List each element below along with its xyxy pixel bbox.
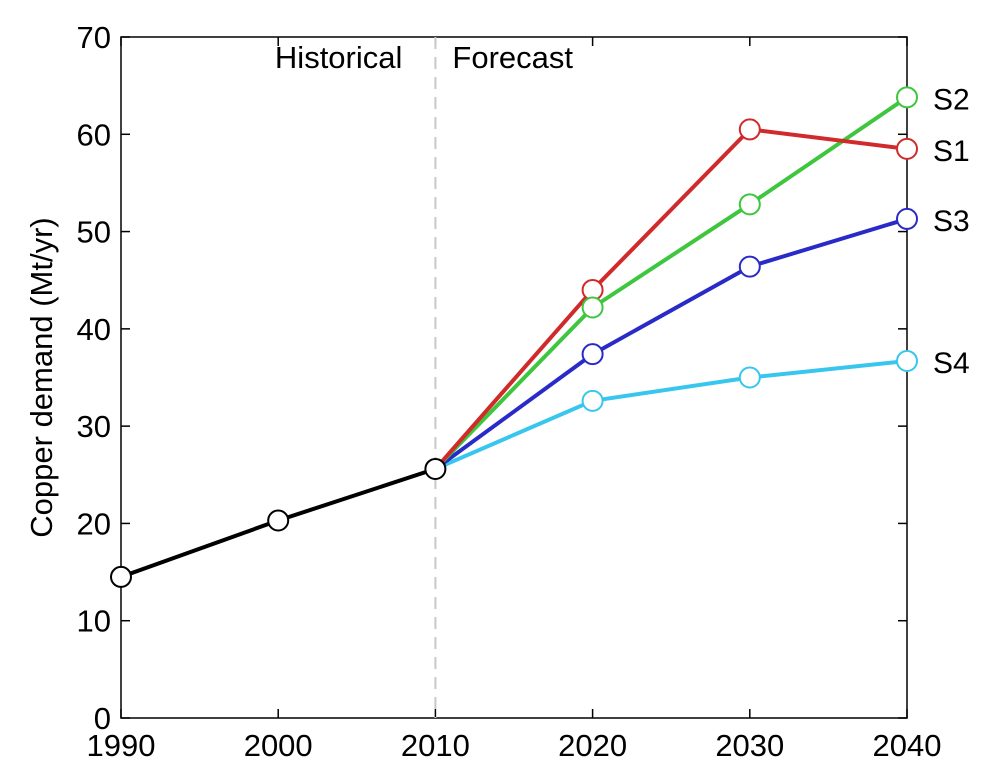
series-label-s2: S2 [933,83,970,116]
series-point-s1-2040 [896,137,918,160]
historical-point-2000 [267,509,290,532]
historical-point-1990 [110,565,132,588]
y-tick-label: 70 [77,20,111,55]
series-line-s1 [433,127,908,471]
y-tick-label: 20 [77,506,111,541]
series-point-s2-2040 [896,86,918,109]
series-label-s1: S1 [933,135,970,168]
series-point-s3-2020 [581,343,604,366]
x-tick-label: 2030 [715,728,784,763]
markers-layer [110,86,918,588]
x-tick-label: 2040 [873,728,942,763]
series-point-s1-2030 [738,118,761,141]
x-tick-label: 2020 [558,728,627,763]
series-point-s4-2030 [738,366,761,389]
historical-point-2010 [424,457,447,480]
series-point-s2-2020 [581,296,604,319]
series-line-s2 [433,95,909,471]
series-point-s2-2030 [738,193,761,216]
y-tick-label: 50 [77,215,111,250]
labels-layer: Historical Forecast S1 S2 S3 S4 [275,40,970,380]
series-point-s3-2030 [738,255,761,278]
y-tick-label: 40 [77,312,111,347]
y-tick-label: 0 [94,701,111,736]
region-label-forecast: Forecast [452,40,573,75]
y-tick-label: 60 [77,117,111,152]
y-tick-label: 30 [77,409,111,444]
series-point-s4-2020 [581,389,604,412]
series-line-s3 [434,216,908,471]
y-axis-label: Copper demand (Mt/yr) [24,217,59,537]
region-label-historical: Historical [275,40,402,75]
x-tick-label: 1990 [87,728,156,763]
series-line-s4 [434,359,908,471]
y-tick-label: 10 [77,604,111,639]
series-label-s4: S4 [933,347,970,380]
lines-layer [120,95,909,579]
series-label-s3: S3 [933,205,970,238]
plot-frame [120,36,908,719]
x-tick-label: 2010 [401,728,470,763]
series-point-s4-2040 [896,349,918,372]
series-point-s3-2040 [896,207,918,230]
x-tick-label: 2000 [244,728,313,763]
